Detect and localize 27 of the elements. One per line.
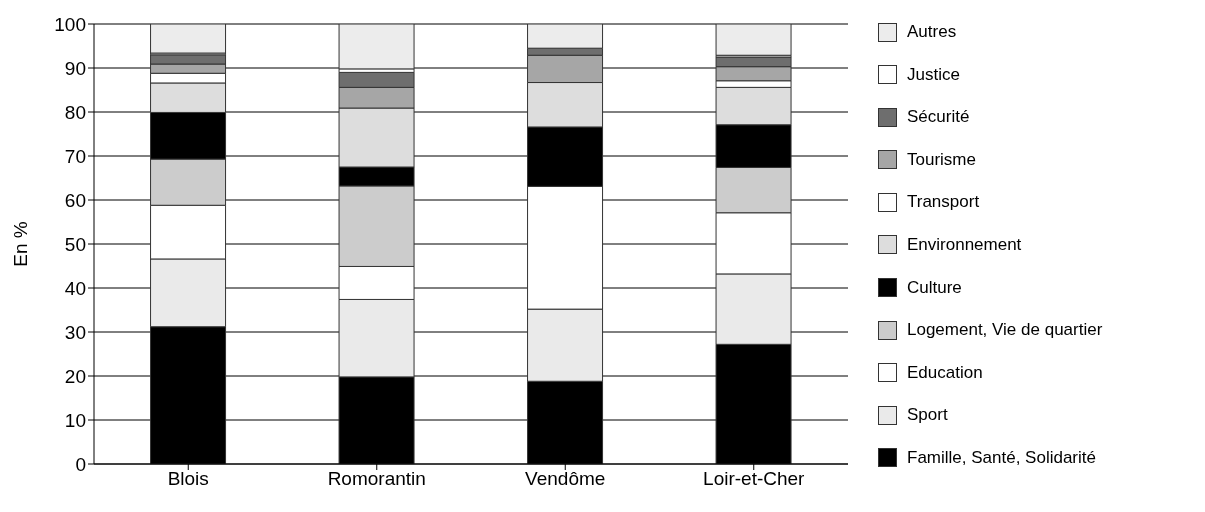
x-tick-label: Romorantin	[327, 468, 426, 490]
x-tick-label: Loir-et-Cher	[703, 468, 806, 490]
y-tick-label: 80	[64, 101, 86, 123]
y-tick-label: 90	[64, 57, 86, 79]
legend-label: Famille, Santé, Solidarité	[907, 447, 1096, 468]
legend-label: Logement, Vie de quartier	[907, 320, 1103, 341]
y-tick-label: 40	[64, 277, 86, 299]
legend-label: Tourisme	[907, 149, 976, 170]
y-tick-label: 20	[64, 365, 86, 387]
y-axis-title: En %	[9, 221, 31, 267]
y-tick-label: 100	[54, 13, 86, 35]
legend-label: Environnement	[907, 234, 1022, 255]
x-tick-label: Blois	[167, 468, 209, 490]
legend-label: Culture	[907, 277, 962, 298]
y-tick-label: 0	[75, 453, 86, 475]
legend-label: Sport	[907, 405, 948, 426]
legend-label: Education	[907, 362, 983, 383]
legend-label: Sécurité	[907, 107, 970, 128]
y-tick-label: 50	[64, 233, 86, 255]
legend-label: Justice	[907, 64, 960, 85]
y-tick-label: 70	[64, 145, 86, 167]
y-tick-label: 30	[64, 321, 86, 343]
y-tick-label: 60	[64, 189, 86, 211]
y-tick-label: 10	[64, 409, 86, 431]
x-tick-label: Vendôme	[525, 468, 606, 490]
legend-label: Autres	[907, 22, 957, 42]
legend-label: Transport	[907, 192, 980, 213]
